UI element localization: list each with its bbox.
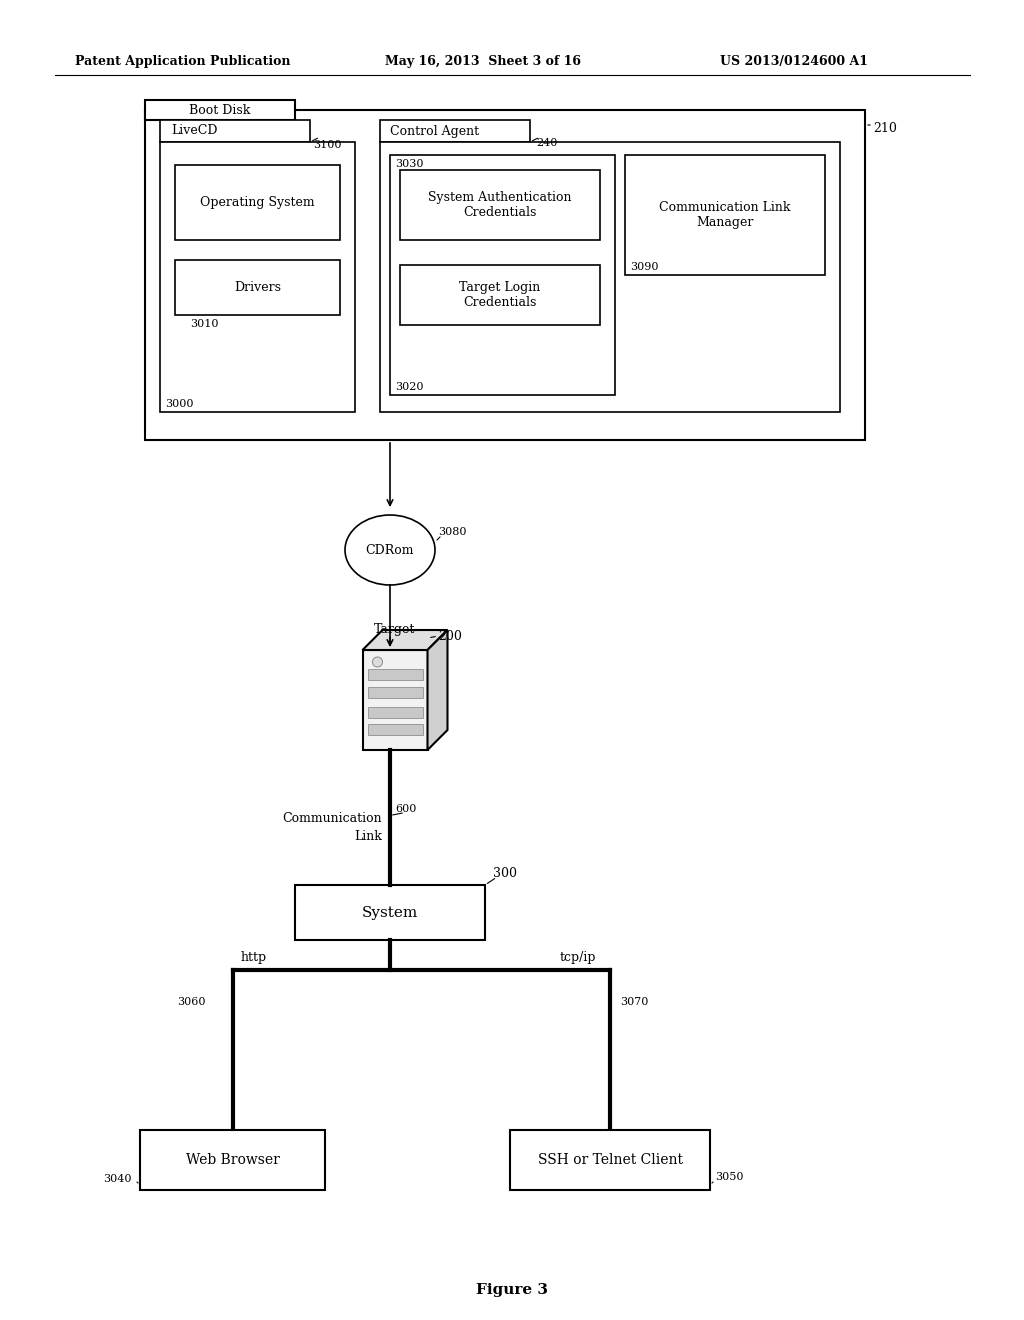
Text: 3090: 3090 [630,261,658,272]
FancyBboxPatch shape [175,165,340,240]
FancyBboxPatch shape [400,265,600,325]
Text: Boot Disk: Boot Disk [189,103,251,116]
Text: 3100: 3100 [313,140,341,150]
Text: US 2013/0124600 A1: US 2013/0124600 A1 [720,55,868,69]
Circle shape [373,657,383,667]
Text: Drivers: Drivers [234,281,281,294]
Text: tcp/ip: tcp/ip [560,950,597,964]
Text: 3010: 3010 [190,319,218,329]
FancyBboxPatch shape [160,120,310,143]
Text: Operating System: Operating System [200,195,314,209]
Text: 200: 200 [438,630,462,643]
Text: 3080: 3080 [438,527,467,537]
FancyBboxPatch shape [160,143,355,412]
Text: SSH or Telnet Client: SSH or Telnet Client [538,1152,683,1167]
Text: 600: 600 [395,804,417,814]
Polygon shape [362,630,447,649]
FancyBboxPatch shape [390,154,615,395]
Text: System: System [361,906,418,920]
Text: 3030: 3030 [395,158,424,169]
Text: Patent Application Publication: Patent Application Publication [75,55,291,69]
FancyBboxPatch shape [510,1130,710,1191]
Text: System Authentication
Credentials: System Authentication Credentials [428,191,571,219]
Text: Target: Target [375,623,416,636]
Text: CDRom: CDRom [366,544,415,557]
Text: LiveCD: LiveCD [172,124,218,137]
Text: 3000: 3000 [165,399,194,409]
FancyBboxPatch shape [380,143,840,412]
Text: Web Browser: Web Browser [185,1152,280,1167]
FancyBboxPatch shape [400,170,600,240]
Text: Target Login
Credentials: Target Login Credentials [460,281,541,309]
Text: Communication Link
Manager: Communication Link Manager [659,201,791,228]
Text: 3060: 3060 [177,997,206,1007]
FancyBboxPatch shape [368,708,423,718]
Ellipse shape [345,515,435,585]
FancyBboxPatch shape [362,649,427,750]
FancyBboxPatch shape [368,686,423,698]
FancyBboxPatch shape [625,154,825,275]
Text: http: http [241,950,266,964]
Text: 210: 210 [873,121,897,135]
Text: 300: 300 [493,867,517,880]
Text: 3040: 3040 [103,1173,132,1184]
FancyBboxPatch shape [145,100,295,120]
FancyBboxPatch shape [140,1130,325,1191]
Text: 3050: 3050 [715,1172,743,1181]
FancyBboxPatch shape [175,260,340,315]
FancyBboxPatch shape [295,884,485,940]
Text: 3070: 3070 [620,997,648,1007]
FancyBboxPatch shape [368,723,423,735]
Text: 3020: 3020 [395,381,424,392]
Text: Communication
Link: Communication Link [283,813,382,842]
Polygon shape [427,630,447,750]
FancyBboxPatch shape [145,110,865,440]
Text: 240: 240 [536,139,557,148]
Text: Figure 3: Figure 3 [476,1283,548,1298]
Text: May 16, 2013  Sheet 3 of 16: May 16, 2013 Sheet 3 of 16 [385,55,581,69]
FancyBboxPatch shape [380,120,530,143]
Text: Control Agent: Control Agent [390,124,479,137]
FancyBboxPatch shape [368,669,423,680]
